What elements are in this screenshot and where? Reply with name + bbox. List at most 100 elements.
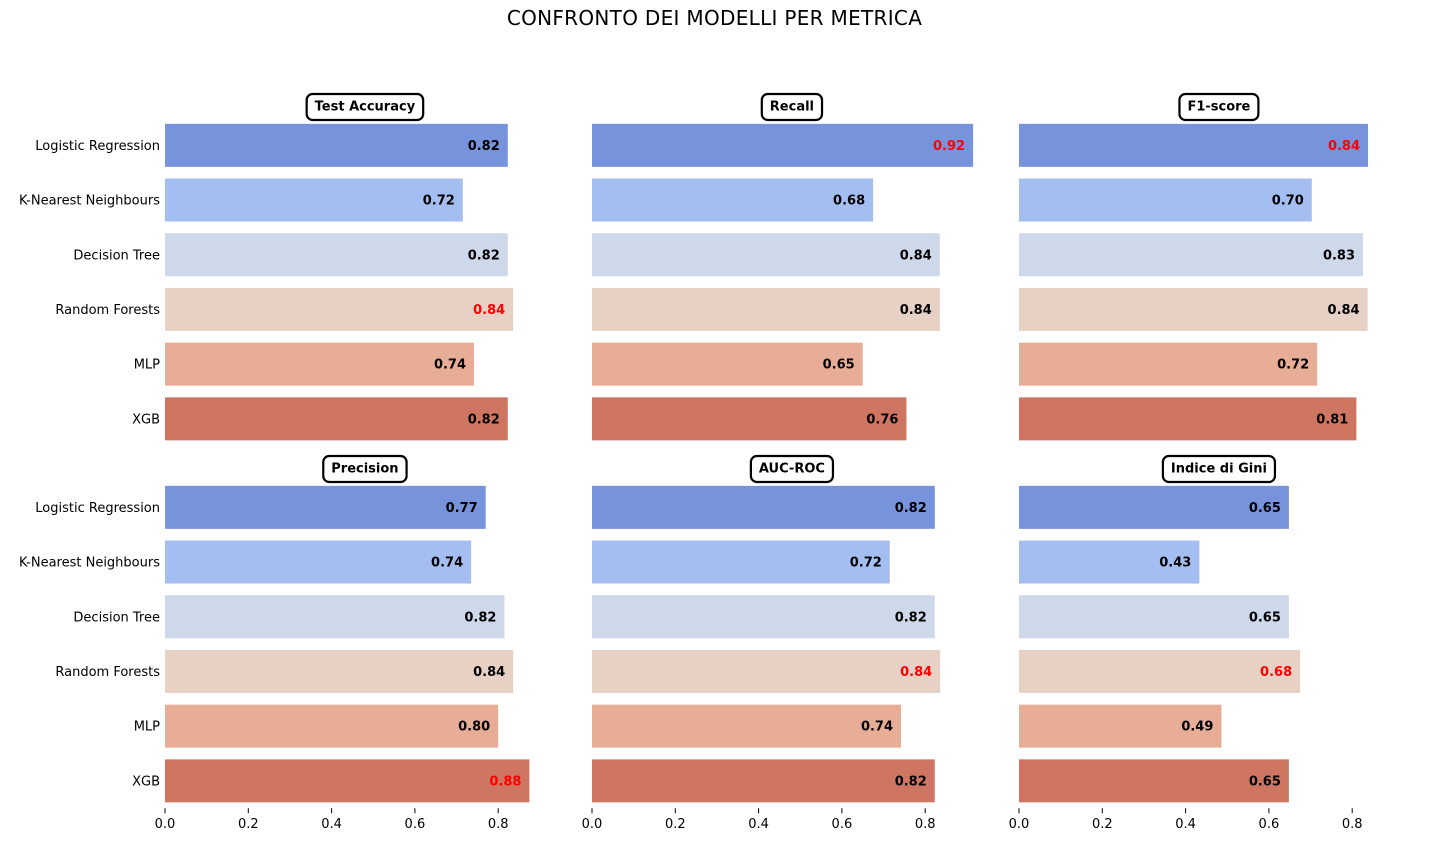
bar-value-label: 0.49 bbox=[1181, 720, 1213, 735]
bar-value-label: 0.65 bbox=[1249, 774, 1281, 789]
bar-random-forests bbox=[592, 287, 940, 331]
bar-value-label: 0.65 bbox=[1249, 501, 1281, 516]
bar-value-label: 0.82 bbox=[895, 774, 927, 789]
bar-value-label: 0.84 bbox=[473, 665, 505, 680]
panel-title-box bbox=[1178, 92, 1260, 122]
x-tick-label: 0.2 bbox=[665, 817, 686, 832]
bar-decision-tree bbox=[1019, 233, 1364, 277]
bar-value-label: 0.92 bbox=[933, 139, 965, 154]
bar-value-label: 0.72 bbox=[850, 556, 882, 571]
panel-title: Recall bbox=[770, 100, 814, 115]
bar-xgb bbox=[1019, 397, 1357, 441]
y-tick-label: MLP bbox=[134, 720, 160, 735]
x-tick-label: 0.0 bbox=[155, 817, 176, 832]
y-tick-label: MLP bbox=[134, 358, 160, 373]
panel-indice-di-gini: Indice di Gini 0.65 0.43 0.65 0.68 0.49 0.65 0.… bbox=[1009, 454, 1363, 832]
bar-value-label: 0.65 bbox=[1249, 610, 1281, 625]
bar-value-label: 0.72 bbox=[1277, 358, 1309, 373]
bar-logistic-regression bbox=[165, 485, 486, 529]
bar-value-label: 0.84 bbox=[1328, 303, 1360, 318]
bar-logistic-regression bbox=[592, 485, 935, 529]
bar-logistic-regression bbox=[592, 123, 974, 167]
y-tick-label: Logistic Regression bbox=[35, 501, 160, 516]
y-tick-label: XGB bbox=[132, 412, 160, 427]
bar-decision-tree bbox=[165, 595, 505, 639]
y-tick-label: XGB bbox=[132, 774, 160, 789]
bar-random-forests bbox=[1019, 649, 1301, 693]
x-tick-label: 0.4 bbox=[748, 817, 769, 832]
bar-decision-tree bbox=[592, 595, 935, 639]
panel-title-box bbox=[760, 92, 824, 122]
bar-xgb bbox=[165, 397, 508, 441]
bar-k-nearest-neighbours bbox=[165, 178, 463, 222]
bar-value-label: 0.76 bbox=[866, 412, 898, 427]
panel-f1-score: F1-score 0.84 0.70 0.83 0.84 0.72 0.81 bbox=[1019, 92, 1369, 441]
y-tick-label: Decision Tree bbox=[73, 248, 160, 263]
y-tick-label: K-Nearest Neighbours bbox=[19, 556, 160, 571]
bar-decision-tree bbox=[165, 233, 508, 277]
bar-value-label: 0.84 bbox=[900, 303, 932, 318]
bar-value-label: 0.84 bbox=[1328, 139, 1360, 154]
y-tick-label: Random Forests bbox=[55, 303, 160, 318]
bar-mlp bbox=[165, 704, 499, 748]
x-tick-label: 0.0 bbox=[582, 817, 603, 832]
bar-k-nearest-neighbours bbox=[592, 540, 890, 584]
bar-random-forests bbox=[1019, 287, 1368, 331]
bar-k-nearest-neighbours bbox=[1019, 178, 1312, 222]
x-tick-label: 0.4 bbox=[1175, 817, 1196, 832]
chart-title: CONFRONTO DEI MODELLI PER METRICA bbox=[506, 6, 923, 30]
bar-value-label: 0.74 bbox=[431, 556, 463, 571]
panel-title-box bbox=[305, 92, 425, 122]
bar-k-nearest-neighbours bbox=[1019, 540, 1200, 584]
x-tick-label: 0.6 bbox=[1259, 817, 1280, 832]
bar-value-label: 0.84 bbox=[473, 303, 505, 318]
bar-mlp bbox=[592, 704, 902, 748]
bar-decision-tree bbox=[1019, 595, 1289, 639]
bar-value-label: 0.82 bbox=[895, 501, 927, 516]
panel-title: Test Accuracy bbox=[315, 100, 416, 115]
panel-title: Precision bbox=[331, 462, 398, 477]
bar-random-forests bbox=[165, 287, 514, 331]
bar-value-label: 0.74 bbox=[861, 720, 893, 735]
panel-title-box bbox=[1161, 454, 1277, 484]
panel-auc-roc: AUC-ROC 0.82 0.72 0.82 0.84 0.74 0.82 0.0 0.2 0.4… bbox=[582, 454, 941, 832]
y-tick-label: Random Forests bbox=[55, 665, 160, 680]
panel-precision: Precision 0.77 0.74 0.82 0.84 0.80 0.88 Logisti… bbox=[19, 454, 530, 832]
panel-title-box bbox=[749, 454, 835, 484]
bar-value-label: 0.72 bbox=[423, 194, 455, 209]
bar-xgb bbox=[592, 397, 907, 441]
bar-k-nearest-neighbours bbox=[165, 540, 472, 584]
bar-value-label: 0.84 bbox=[900, 248, 932, 263]
panel-title: Indice di Gini bbox=[1171, 462, 1267, 477]
bar-value-label: 0.88 bbox=[489, 774, 521, 789]
bar-value-label: 0.81 bbox=[1316, 412, 1348, 427]
x-tick-label: 0.2 bbox=[1092, 817, 1113, 832]
y-tick-label: Logistic Regression bbox=[35, 139, 160, 154]
y-tick-label: Decision Tree bbox=[73, 610, 160, 625]
bar-value-label: 0.82 bbox=[468, 248, 500, 263]
bar-value-label: 0.70 bbox=[1272, 194, 1304, 209]
bar-value-label: 0.68 bbox=[1260, 665, 1292, 680]
bar-random-forests bbox=[165, 649, 514, 693]
x-tick-label: 0.8 bbox=[488, 817, 509, 832]
panel-test-accuracy: Test Accuracy 0.82 0.72 0.82 0.84 0.74 0.82 Log… bbox=[19, 92, 514, 441]
bar-mlp bbox=[1019, 704, 1222, 748]
bar-k-nearest-neighbours bbox=[592, 178, 874, 222]
bar-xgb bbox=[592, 759, 935, 803]
x-tick-label: 0.0 bbox=[1009, 817, 1030, 832]
panel-recall: Recall 0.92 0.68 0.84 0.84 0.65 0.76 bbox=[592, 92, 974, 441]
bar-logistic-regression bbox=[1019, 485, 1289, 529]
bar-mlp bbox=[592, 342, 863, 386]
bar-random-forests bbox=[592, 649, 941, 693]
bar-logistic-regression bbox=[165, 123, 508, 167]
bar-mlp bbox=[165, 342, 475, 386]
y-tick-label: K-Nearest Neighbours bbox=[19, 194, 160, 209]
x-tick-label: 0.2 bbox=[238, 817, 259, 832]
x-tick-label: 0.6 bbox=[405, 817, 426, 832]
bar-value-label: 0.74 bbox=[434, 358, 466, 373]
x-tick-label: 0.4 bbox=[321, 817, 342, 832]
x-tick-label: 0.8 bbox=[1342, 817, 1363, 832]
bar-mlp bbox=[1019, 342, 1318, 386]
bar-value-label: 0.77 bbox=[446, 501, 478, 516]
panel-title: F1-score bbox=[1187, 100, 1250, 115]
